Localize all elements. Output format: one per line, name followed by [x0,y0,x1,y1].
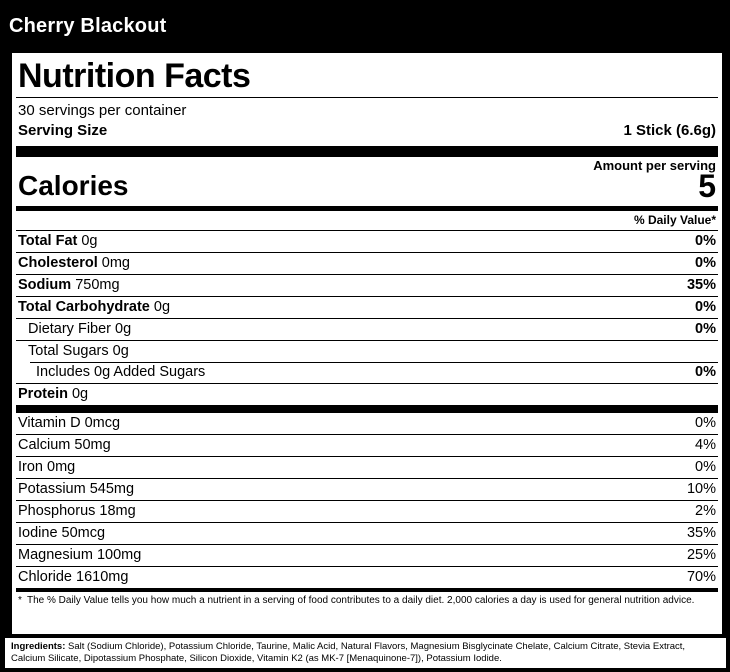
daily-value-percent: 35% [686,277,716,293]
ingredients-text: Salt (Sodium Chloride), Potassium Chlori… [11,641,686,664]
nutrient-row: Includes 0g Added Sugars 0% [16,362,718,384]
nutrient-row: Cholesterol 0mg 0% [16,253,718,275]
nutrient-row: Total Fat 0g 0% [16,231,718,253]
nutrient-name-amount: Calcium 50mg [18,437,111,453]
micronutrient-row: Phosphorus 18mg 2% [16,501,718,523]
micronutrient-rows-section: Vitamin D 0mcg 0% Calcium 50mg 4% Iron 0mg 0%… [16,413,718,588]
daily-value-percent: 10% [686,481,716,497]
nutrient-name-amount: Protein 0g [18,386,89,402]
daily-value-percent: 0% [695,415,716,431]
nutrition-facts-panel: Nutrition Facts 30 servings per containe… [12,53,722,634]
nutrient-name-amount: Phosphorus 18mg [18,503,136,519]
daily-value-percent: 70% [686,569,716,585]
servings-per-container: 30 servings per container [18,102,187,119]
daily-value-footnote: * The % Daily Value tells you how much a… [16,592,718,607]
daily-value-percent: 0% [695,255,716,271]
nutrient-name-amount: Total Sugars 0g [28,343,129,359]
nutrient-name-amount: Total Carbohydrate 0g [18,299,171,315]
micronutrient-row: Magnesium 100mg 25% [16,545,718,567]
daily-value-percent: 4% [695,437,716,453]
nutrient-name-amount: Total Fat 0g [18,233,98,249]
micronutrient-row: Vitamin D 0mcg 0% [16,413,718,435]
nutrient-name-amount: Iron 0mg [18,459,76,475]
micronutrient-row: Iron 0mg 0% [16,457,718,479]
nutrient-name-amount: Sodium 750mg [18,277,120,293]
nutrient-row: Total Carbohydrate 0g 0% [16,297,718,319]
serving-size-label: Serving Size [18,122,108,139]
daily-value-percent: 0% [695,364,716,380]
daily-value-percent: 35% [686,525,716,541]
daily-value-percent: 25% [686,547,716,563]
nutrient-name-amount: Magnesium 100mg [18,547,142,563]
daily-value-percent: 0% [695,299,716,315]
footnote-text: The % Daily Value tells you how much a n… [27,595,695,606]
medium-divider-bar [16,206,718,211]
ingredients-label: Ingredients: [11,641,66,652]
serving-size-row: Serving Size 1 Stick (6.6g) [16,120,718,146]
micronutrient-row: Calcium 50mg 4% [16,435,718,457]
calories-row: Calories 5 [16,169,718,206]
thick-divider-bar [16,146,718,157]
medium-divider-bar [16,588,718,592]
calories-label: Calories [18,170,129,201]
nutrient-name-amount: Cholesterol 0mg [18,255,131,271]
nutrient-row: Sodium 750mg 35% [16,275,718,297]
daily-value-percent: 0% [695,321,716,337]
footnote-asterisk: * [18,595,22,606]
nutrient-row: Total Sugars 0g [16,341,718,362]
nutrient-name-amount: Iodine 50mcg [18,525,106,541]
nutrition-facts-title: Nutrition Facts [16,55,718,98]
thick-divider-bar [16,405,718,413]
daily-value-header: % Daily Value* [16,211,718,231]
ingredients-band: Ingredients: Salt (Sodium Chloride), Pot… [5,638,726,668]
nutrient-rows-section: Total Fat 0g 0% Cholesterol 0mg 0% Sodium 75… [16,231,718,405]
daily-value-percent: 0% [695,459,716,475]
daily-value-percent: 2% [695,503,716,519]
micronutrient-row: Potassium 545mg 10% [16,479,718,501]
micronutrient-row: Chloride 1610mg 70% [16,567,718,588]
serving-size-value: 1 Stick (6.6g) [623,122,716,139]
nutrient-name-amount: Vitamin D 0mcg [18,415,121,431]
nutrient-name-amount: Potassium 545mg [18,481,135,497]
nutrient-name-amount: Chloride 1610mg [18,569,129,585]
product-name: Cherry Blackout [9,15,167,37]
micronutrient-row: Iodine 50mcg 35% [16,523,718,545]
amount-per-serving-label: Amount per serving [593,158,716,173]
daily-value-percent: 0% [695,233,716,249]
top-banner: Cherry Blackout [0,0,730,53]
nutrient-row: Protein 0g [16,384,718,405]
nutrient-row: Dietary Fiber 0g 0% [16,319,718,341]
nutrient-name-amount: Includes 0g Added Sugars [36,364,206,380]
nutrient-name-amount: Dietary Fiber 0g [28,321,132,337]
calories-value: 5 [698,168,716,204]
